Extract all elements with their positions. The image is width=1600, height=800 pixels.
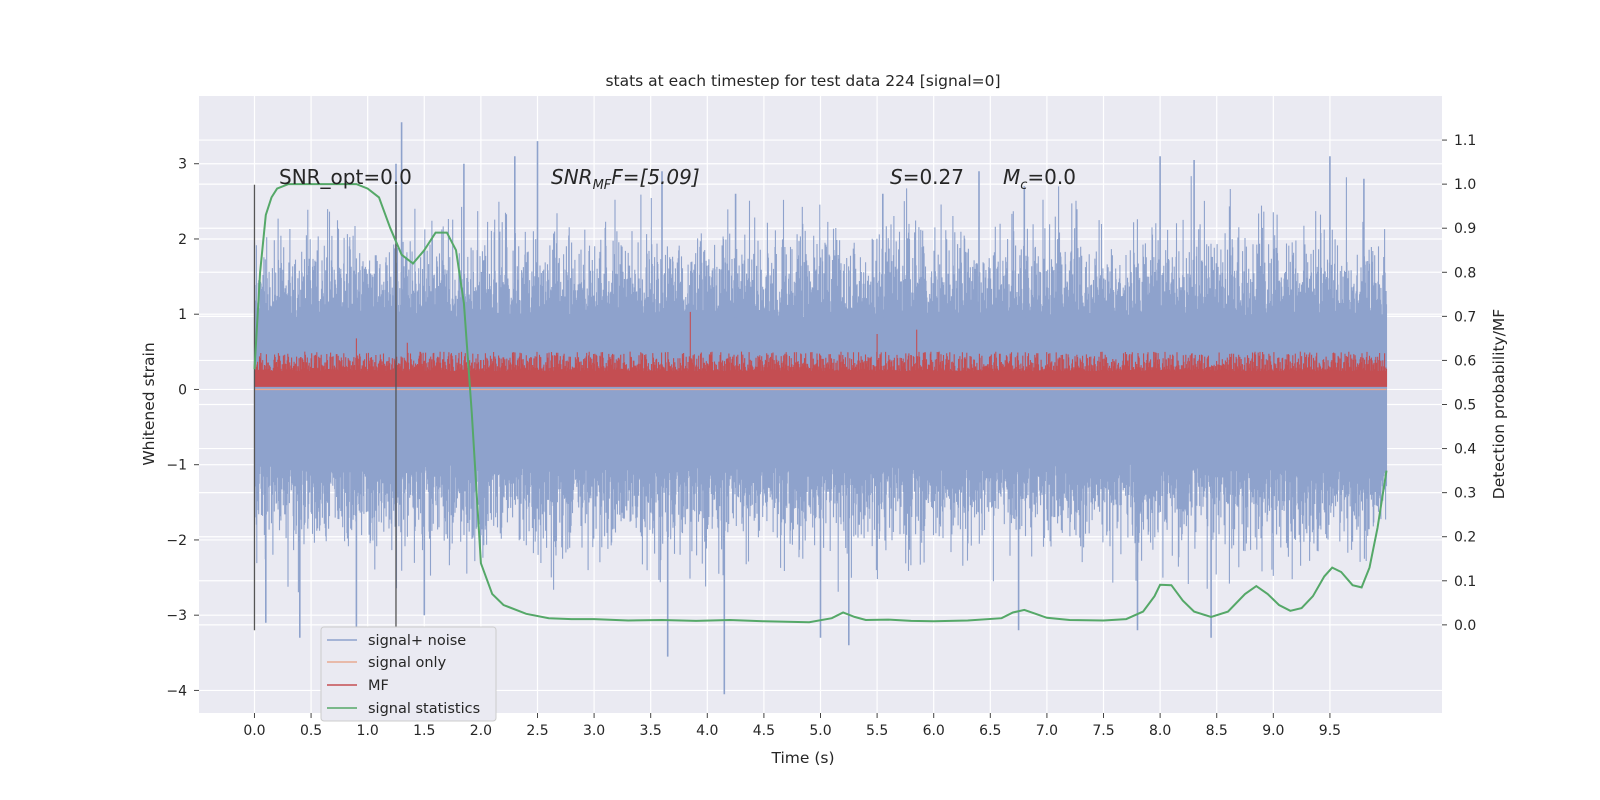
y-left-tick-label-4: −1 [166, 458, 187, 474]
x-tick-label-18: 9.0 [1262, 723, 1284, 739]
annotation-snr-mf-sub: MF [593, 178, 612, 193]
y-axis-right-label: Detection probability/MF [1490, 309, 1508, 500]
y-right-tick-label-0: 1.1 [1454, 133, 1476, 149]
y-right-tick-label-3: 0.8 [1454, 265, 1476, 281]
x-tick-label-13: 6.5 [979, 723, 1001, 739]
y-right-tick-label-9: 0.2 [1454, 530, 1476, 546]
y-right-tick-label-11: 0.0 [1454, 618, 1476, 634]
y-right-tick-label-1: 1.0 [1454, 177, 1476, 193]
annotation-mc-label: M [1003, 165, 1020, 189]
legend-label-mf: MF [368, 678, 389, 694]
legend-label-signal-only: signal only [368, 655, 447, 671]
legend-label-signal-noise: signal+ noise [368, 633, 466, 649]
y-right-tick-label-4: 0.7 [1454, 309, 1476, 325]
annotation-snr-mf-label: SNR [551, 165, 593, 189]
annotation-s: S=0.27 [890, 165, 964, 189]
y-right-tick-label-8: 0.3 [1454, 486, 1476, 502]
y-right-tick-label-2: 0.9 [1454, 221, 1476, 237]
series-signal-statistics [253, 183, 1388, 624]
annotation-s-value: =0.27 [903, 165, 964, 189]
x-tick-label-10: 5.0 [809, 723, 831, 739]
x-tick-label-5: 2.5 [526, 723, 548, 739]
y-axis-right-ticks: 1.1 1.0 0.9 0.8 0.7 0.6 0.5 0.4 0.3 0.2 0.1 0.0 [1442, 133, 1476, 634]
annotation-snr-mf-rest: F=[5.09] [611, 165, 699, 189]
y-left-tick-label-2: 1 [178, 307, 187, 323]
x-tick-label-9: 4.5 [753, 723, 775, 739]
x-tick-label-4: 2.0 [470, 723, 492, 739]
x-axis-label: Time (s) [770, 749, 834, 767]
annotation-s-label: S [890, 165, 903, 189]
x-tick-label-1: 0.5 [300, 723, 322, 739]
x-tick-label-7: 3.5 [640, 723, 662, 739]
y-right-tick-label-10: 0.1 [1454, 574, 1476, 590]
chart-title: stats at each timestep for test data 224… [605, 72, 1000, 90]
x-tick-label-15: 7.5 [1092, 723, 1114, 739]
x-tick-label-6: 3.0 [583, 723, 605, 739]
x-tick-label-2: 1.0 [357, 723, 379, 739]
legend: signal+ noise signal only MF signal stat… [320, 626, 497, 722]
y-right-tick-label-6: 0.5 [1454, 398, 1476, 414]
y-axis-left-label: Whitened strain [140, 342, 158, 465]
y-left-tick-label-6: −3 [166, 608, 187, 624]
annotation-mc-sub: c [1020, 178, 1027, 193]
y-left-tick-label-1: 2 [178, 232, 187, 248]
annotation-mc: Mc=0.0 [1003, 165, 1076, 193]
x-tick-label-14: 7.0 [1036, 723, 1058, 739]
y-left-tick-label-0: 3 [178, 157, 187, 173]
x-tick-label-19: 9.5 [1319, 723, 1341, 739]
x-tick-label-17: 8.5 [1206, 723, 1228, 739]
x-tick-label-12: 6.0 [923, 723, 945, 739]
vertical-markers [253, 184, 397, 631]
y-axis-left-ticks: 3 2 1 0 −1 −2 −3 −4 [166, 157, 199, 699]
x-tick-label-16: 8.0 [1149, 723, 1171, 739]
x-tick-label-3: 1.5 [413, 723, 435, 739]
x-tick-label-0: 0.0 [243, 723, 265, 739]
y-right-tick-label-7: 0.4 [1454, 442, 1476, 458]
y-left-tick-label-7: −4 [166, 683, 187, 699]
legend-box [320, 626, 497, 722]
x-axis-ticks: 0.0 0.5 1.0 1.5 2.0 2.5 3.0 3.5 4.0 4.5 5.0 5.5 6.0 6… [243, 713, 1341, 739]
y-left-tick-label-5: −2 [166, 533, 187, 549]
y-right-tick-label-5: 0.6 [1454, 353, 1476, 369]
annotation-mc-value: =0.0 [1027, 165, 1076, 189]
annotation-snr-opt: SNR_opt=0.0 [279, 165, 412, 189]
x-tick-label-11: 5.5 [866, 723, 888, 739]
annotation-snr-mf: SNRMFF=[5.09] [551, 165, 700, 193]
y-left-tick-label-3: 0 [178, 382, 187, 398]
x-tick-label-8: 4.0 [696, 723, 718, 739]
legend-label-signal-statistics: signal statistics [368, 701, 480, 717]
